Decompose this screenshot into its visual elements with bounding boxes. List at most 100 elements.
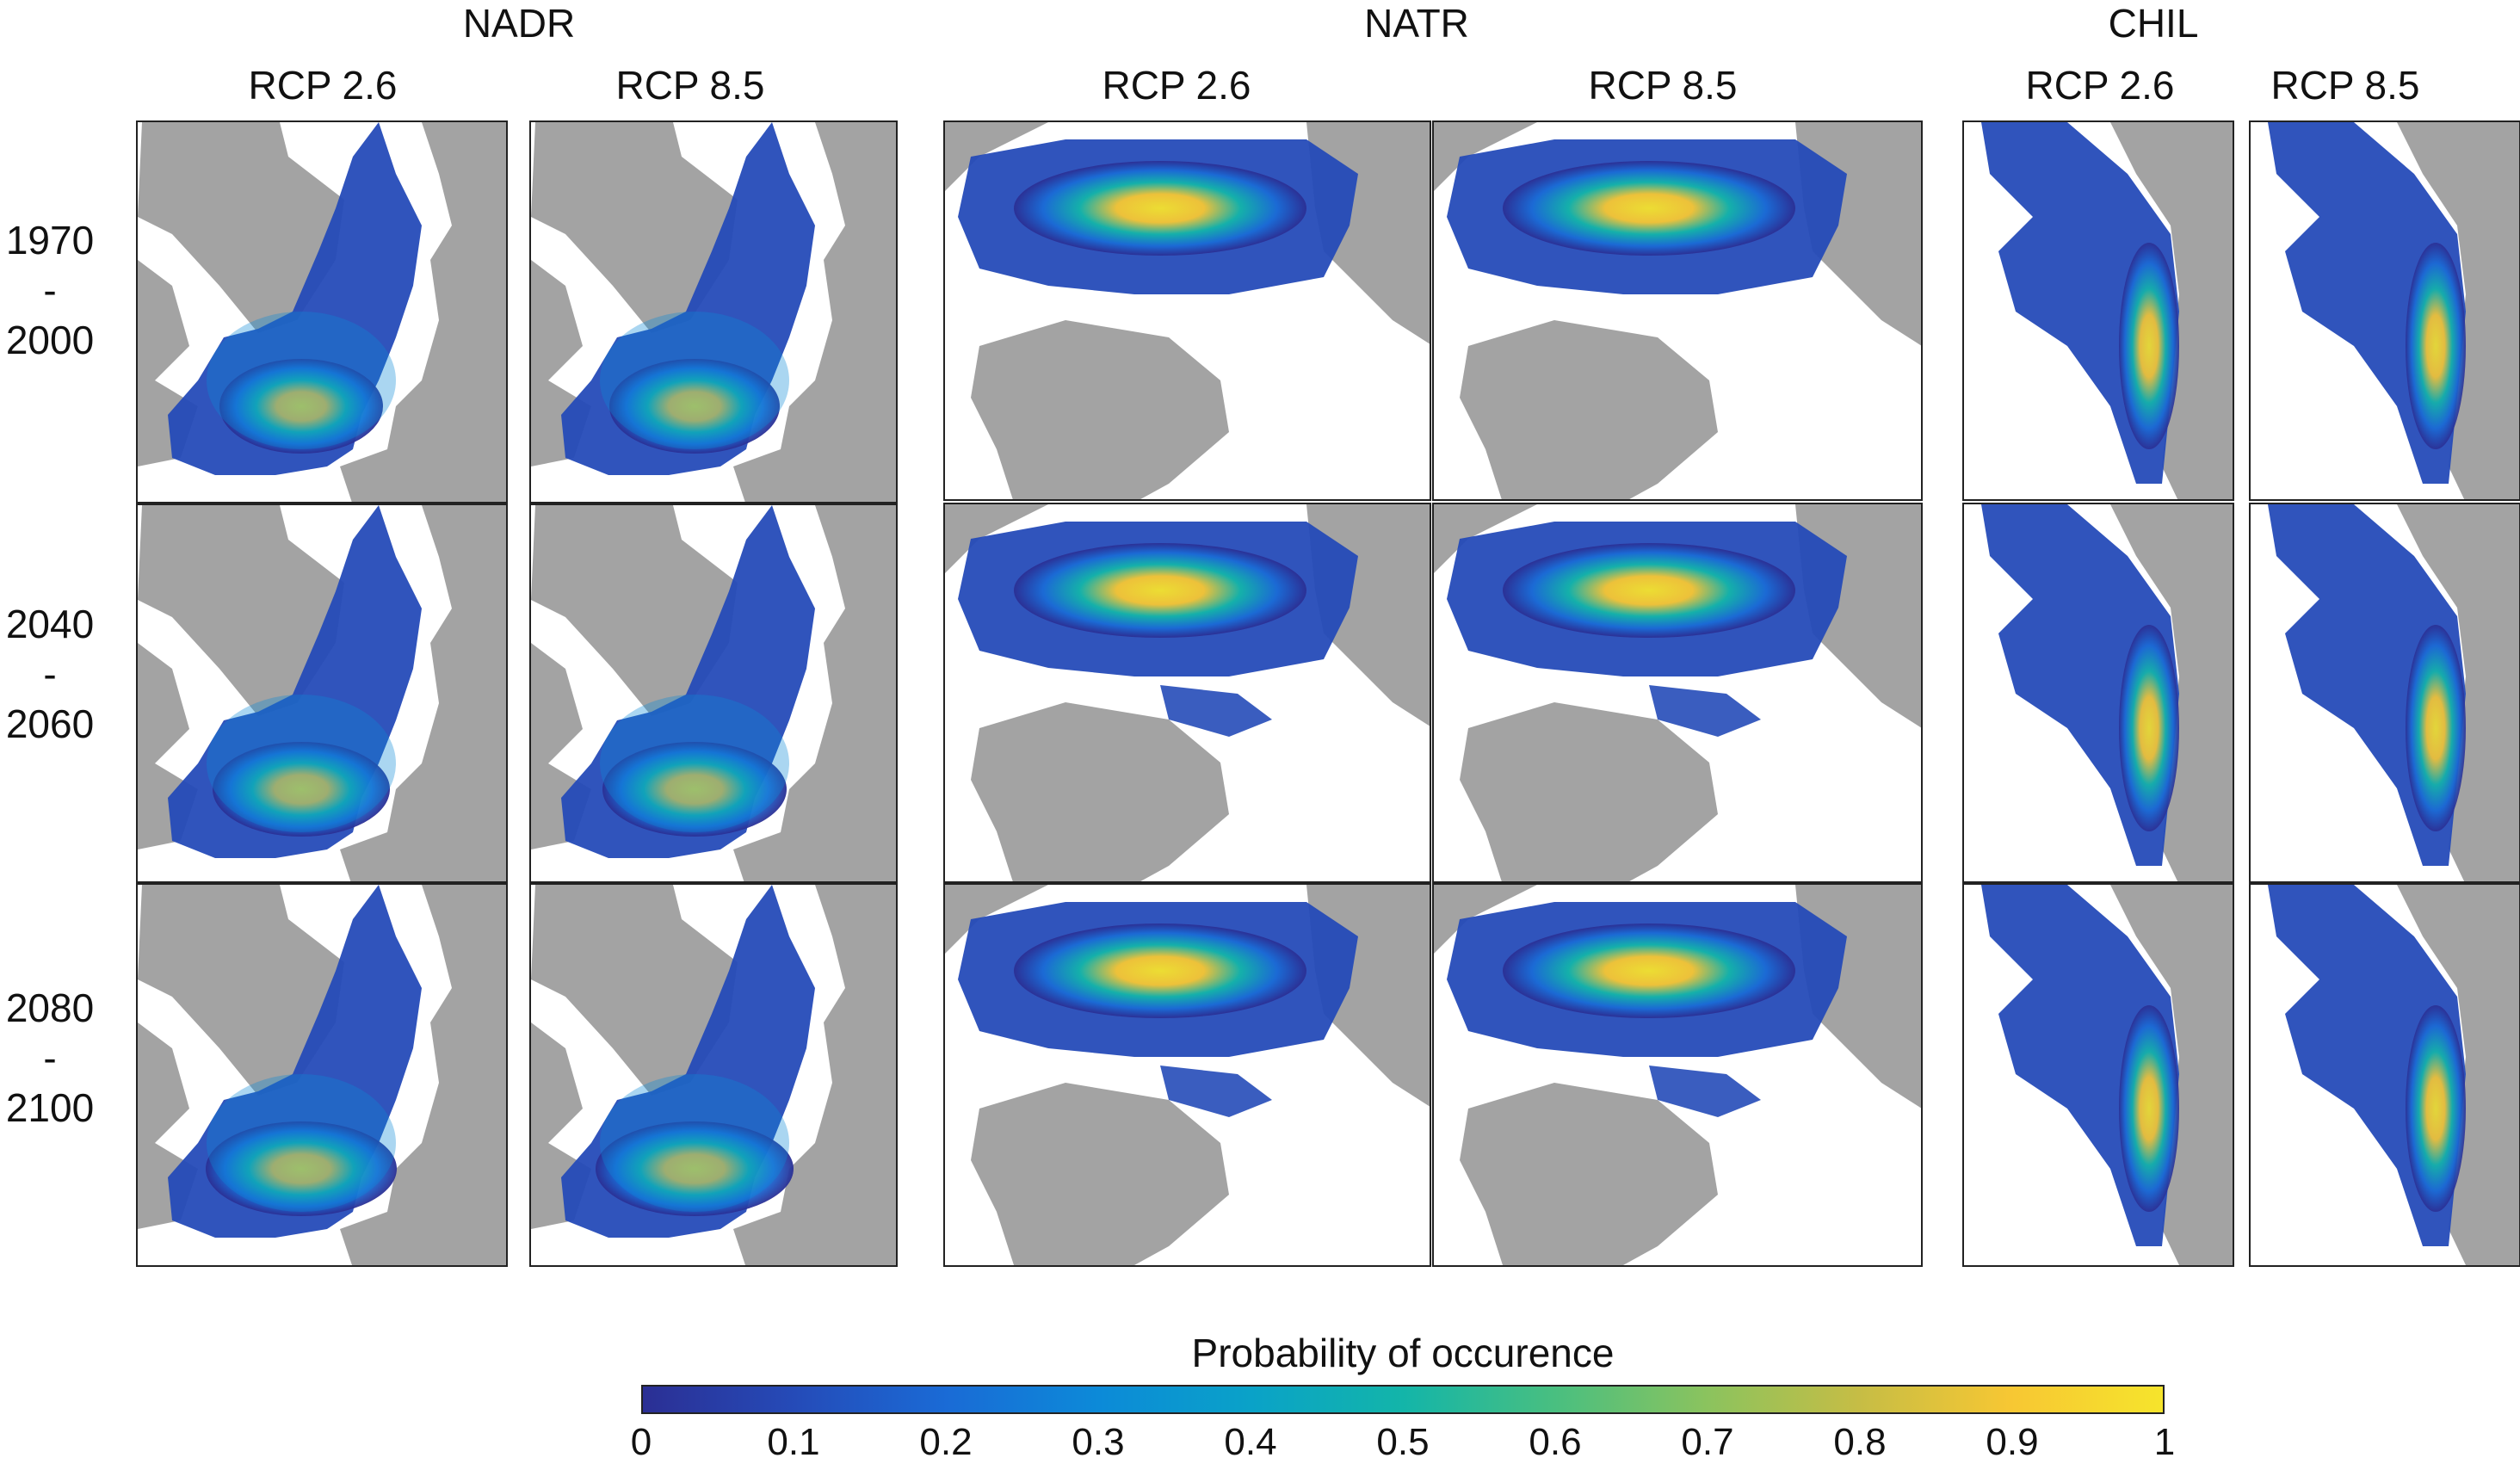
map-canvas (945, 122, 1430, 499)
occurrence-halo (207, 695, 396, 832)
map-nadr-rcp85-2040-2060 (529, 503, 898, 883)
colorbar-tick-label: 0.7 (1681, 1421, 1734, 1463)
occurrence-hotspot (2119, 625, 2179, 831)
map-chil-rcp85-2040-2060 (2249, 503, 2520, 883)
greenland-landmass (138, 885, 344, 1096)
colorbar-tick-label: 0.9 (1986, 1421, 2039, 1463)
colorbar-tick-label: 0.8 (1833, 1421, 1887, 1463)
map-canvas (531, 122, 896, 502)
map-canvas (138, 505, 506, 881)
greenland-landmass (531, 885, 738, 1096)
occurrence-hotspot (1014, 161, 1306, 256)
map-natr-rcp26-2040-2060 (943, 503, 1431, 883)
colorbar-tick-label: 0.2 (919, 1421, 973, 1463)
scenario-label-nadr-rcp85: RCP 8.5 (615, 63, 765, 108)
map-nadr-rcp85-2080-2100 (529, 883, 898, 1267)
map-nadr-rcp26-2040-2060 (136, 503, 508, 883)
map-canvas (1434, 504, 1921, 881)
map-canvas (1981, 885, 2233, 1265)
europe-landmass (733, 505, 896, 881)
period-3-start: 2080 (5, 985, 95, 1030)
region-title-nadr: NADR (462, 1, 576, 46)
map-canvas (1981, 122, 2233, 499)
occurrence-hotspot (1014, 923, 1306, 1018)
map-natr-rcp26-2080-2100 (943, 883, 1431, 1267)
greenland-landmass (138, 122, 344, 333)
occurrence-hotspot (602, 742, 787, 837)
colorbar-tick-label: 0.6 (1529, 1421, 1582, 1463)
scenario-label-chil-rcp85: RCP 8.5 (2270, 63, 2420, 108)
north-america-landmass (1434, 122, 1537, 191)
south-america-landmass (1460, 1083, 1718, 1265)
map-nadr-rcp26-2080-2100 (136, 883, 508, 1267)
south-america-landmass (2110, 504, 2233, 881)
period-2-end: 2060 (5, 701, 95, 746)
south-america-landmass (971, 320, 1229, 499)
map-nadr-rcp26-1970-2000 (136, 120, 508, 503)
map-canvas (138, 885, 506, 1265)
occurrence-hotspot (2406, 243, 2466, 449)
greenland-landmass (531, 505, 738, 716)
map-chil-rcp85-2080-2100 (2249, 883, 2520, 1267)
occurrence-hotspot (1014, 543, 1306, 638)
map-natr-rcp26-1970-2000 (943, 120, 1431, 501)
greenland-landmass (138, 505, 344, 716)
occurrence-halo (600, 695, 789, 832)
map-canvas (945, 885, 1430, 1265)
occurrence-hotspot (596, 1121, 794, 1216)
map-canvas (2268, 122, 2519, 499)
occurrence-hotspot (2406, 625, 2466, 831)
occurrence-hotspot (206, 1121, 397, 1216)
south-america-landmass (2397, 885, 2519, 1265)
period-1-sep: - (43, 268, 57, 312)
region-title-chil: CHIL (2108, 1, 2199, 46)
south-america-landmass (2110, 885, 2233, 1265)
map-canvas (138, 122, 506, 502)
europe-landmass (340, 122, 506, 502)
south-america-landmass (2397, 504, 2519, 881)
map-canvas (531, 885, 896, 1265)
occurrence-hotspot (1503, 161, 1795, 256)
map-canvas (1434, 885, 1921, 1265)
occurrence-halo (207, 312, 396, 449)
north-america-landmass (1434, 504, 1537, 573)
north-america-landmass (945, 122, 1048, 191)
north-america-landmass (1434, 885, 1537, 954)
occurrence-hotspot (2406, 1005, 2466, 1212)
colorbar (641, 1385, 2165, 1414)
occurrence-field-south (1649, 685, 1761, 737)
occurrence-hotspot (1503, 543, 1795, 638)
occurrence-halo (600, 1074, 789, 1212)
colorbar-tick-label: 0.1 (767, 1421, 820, 1463)
occurrence-hotspot (2119, 243, 2179, 449)
scenario-label-chil-rcp26: RCP 2.6 (2025, 63, 2175, 108)
colorbar-tick-label: 0.3 (1072, 1421, 1125, 1463)
south-america-landmass (971, 1083, 1229, 1265)
south-america-landmass (1460, 320, 1718, 499)
colorbar-title: Probability of occurence (1191, 1331, 1615, 1375)
occurrence-hotspot (213, 742, 390, 837)
occurrence-halo (600, 312, 789, 449)
south-america-landmass (971, 702, 1229, 881)
occurrence-hotspot (219, 359, 383, 454)
europe-landmass (340, 505, 506, 881)
map-natr-rcp85-2080-2100 (1432, 883, 1923, 1267)
europe-landmass (340, 885, 506, 1265)
greenland-landmass (531, 122, 738, 333)
north-america-landmass (945, 885, 1048, 954)
scenario-label-nadr-rcp26: RCP 2.6 (248, 63, 398, 108)
colorbar-tick-label: 1 (2153, 1421, 2176, 1463)
map-chil-rcp26-2080-2100 (1962, 883, 2234, 1267)
south-america-landmass (2110, 122, 2233, 499)
occurrence-hotspot (1503, 923, 1795, 1018)
map-canvas (531, 505, 896, 881)
map-chil-rcp85-1970-2000 (2249, 120, 2520, 501)
period-3-end: 2100 (5, 1085, 95, 1130)
scenario-label-natr-rcp85: RCP 8.5 (1588, 63, 1738, 108)
period-2-sep: - (43, 652, 57, 696)
occurrence-hotspot (609, 359, 780, 454)
occurrence-field-south (1160, 685, 1272, 737)
scenario-label-natr-rcp26: RCP 2.6 (1102, 63, 1251, 108)
period-3-sep: - (43, 1035, 57, 1080)
map-canvas (2268, 885, 2519, 1265)
